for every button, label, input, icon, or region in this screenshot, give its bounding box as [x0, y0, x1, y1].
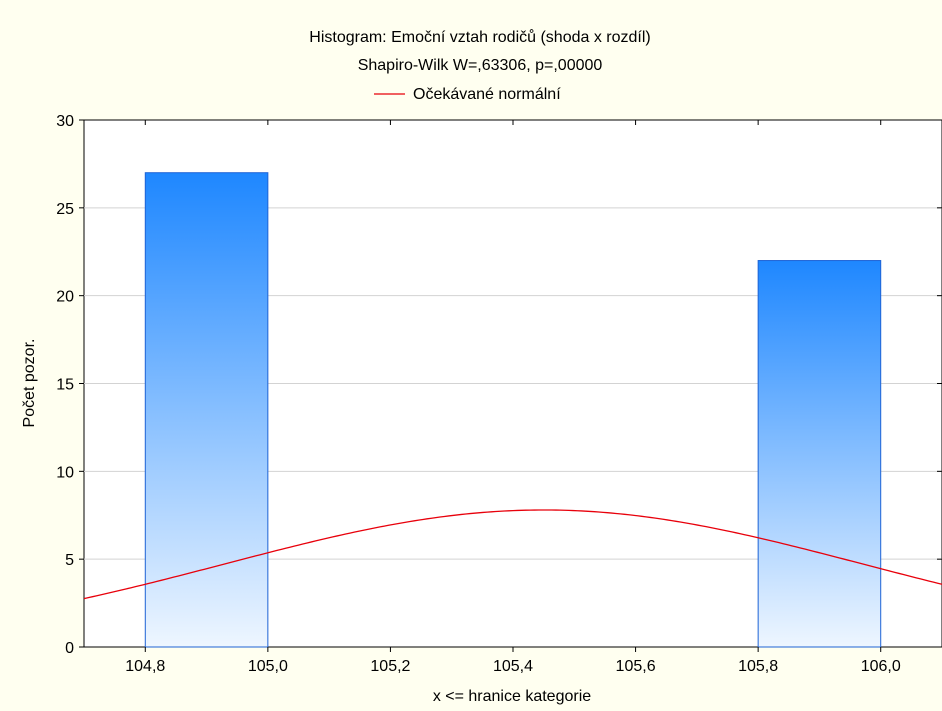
y-tick-label: 10	[56, 464, 74, 481]
x-tick-label: 105,6	[616, 658, 656, 675]
x-tick-label: 105,0	[248, 658, 288, 675]
normal-curve-layer	[83, 509, 942, 600]
x-tick-label: 105,2	[370, 658, 410, 675]
x-axis-ticks: 104,8 105,0 105,2 105,4 105,6 105,8 106,0	[125, 120, 901, 675]
histogram-bar	[757, 260, 882, 648]
y-axis-label: Počet pozor.	[21, 339, 38, 428]
x-tick-label: 105,8	[738, 658, 778, 675]
y-tick-label: 25	[56, 201, 74, 218]
y-tick-label: 0	[65, 640, 74, 657]
x-tick-label: 105,4	[493, 658, 533, 675]
legend: Očekávané normální	[374, 86, 561, 103]
histogram-bar	[144, 172, 269, 648]
normal-curve	[83, 509, 942, 600]
x-tick-label: 106,0	[861, 658, 901, 675]
histogram-bars	[144, 172, 882, 648]
y-tick-label: 5	[65, 552, 74, 569]
x-tick-label: 104,8	[125, 658, 165, 675]
y-axis-ticks: 0 5 10 15 20 25 30	[56, 113, 942, 657]
y-tick-label: 20	[56, 289, 74, 306]
chart-subtitle: Shapiro-Wilk W=,63306, p=,00000	[358, 57, 603, 74]
y-tick-label: 15	[56, 377, 74, 394]
legend-label: Očekávané normální	[413, 86, 561, 103]
chart-title: Histogram: Emoční vztah rodičů (shoda x …	[309, 28, 650, 46]
x-axis-label: x <= hranice kategorie	[433, 688, 591, 705]
y-tick-label: 30	[56, 113, 74, 130]
